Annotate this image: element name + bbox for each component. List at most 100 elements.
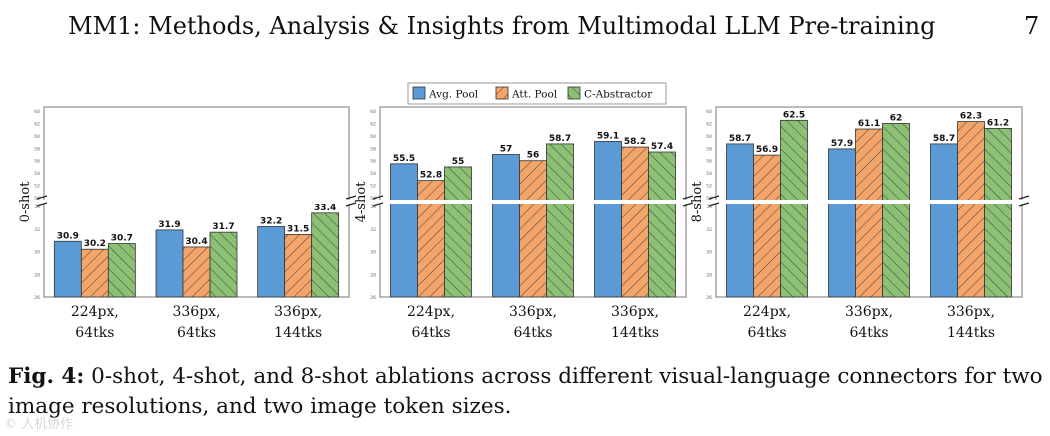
caption-label: Fig. 4:: [8, 364, 85, 389]
y-tick-label: 60: [370, 134, 376, 140]
x-tick-label: 64tks: [411, 325, 450, 341]
bar-c-abstractor: [984, 128, 1012, 298]
y-tick-label: 30: [34, 250, 40, 256]
data-label: 62.5: [783, 110, 805, 120]
x-tick-label: 144tks: [274, 325, 322, 341]
data-label: 61.1: [858, 119, 880, 129]
bar-c-abstractor: [882, 123, 910, 298]
y-tick-label: 28: [34, 272, 40, 278]
y-tick-label: 64: [370, 109, 376, 115]
y-tick-label: 52: [34, 184, 40, 190]
y-axis-label: 4-shot: [354, 181, 369, 223]
legend-label-att-pool: Att. Pool: [511, 89, 558, 101]
data-label: 33.4: [314, 203, 336, 213]
y-tick-label: 34: [34, 204, 40, 210]
bar-att-pool: [855, 128, 883, 298]
y-tick-label: 28: [706, 272, 712, 278]
x-tick-label: 336px,: [172, 304, 220, 320]
x-tick-label: 336px,: [845, 304, 893, 320]
x-tick-label: 64tks: [513, 325, 552, 341]
y-axis-label: 0-shot: [18, 181, 33, 223]
y-tick-label: 58: [370, 146, 376, 152]
data-label: 30.9: [57, 231, 79, 241]
bar-att-pool: [417, 180, 445, 298]
data-label: 56.9: [756, 145, 778, 155]
data-label: 58.7: [549, 134, 571, 144]
data-label: 56: [527, 151, 540, 161]
y-tick-label: 30: [706, 250, 712, 256]
y-tick-label: 58: [706, 146, 712, 152]
data-label: 31.7: [212, 222, 234, 232]
y-tick-label: 26: [370, 295, 376, 301]
x-tick-label: 336px,: [509, 304, 557, 320]
x-tick-label: 64tks: [747, 325, 786, 341]
x-tick-label: 224px,: [743, 304, 791, 320]
bar-att-pool: [80, 248, 109, 298]
bar-att-pool: [182, 246, 211, 298]
figure-4: Avg. Pool Att. Pool C-Abstractor 26 28 30 32 3…: [18, 82, 1030, 341]
chart-legend: Avg. Pool Att. Pool C-Abstractor: [407, 82, 667, 105]
y-tick-label: 26: [706, 295, 712, 301]
data-label: 31.9: [158, 220, 180, 230]
data-label: 58.2: [624, 137, 646, 147]
page-number: 7: [1024, 12, 1040, 40]
x-tick-label: 336px,: [611, 304, 659, 320]
y-tick-label: 56: [370, 159, 376, 165]
bar-att-pool: [621, 146, 649, 298]
data-label: 61.2: [987, 118, 1009, 128]
y-tick-label: 60: [34, 134, 40, 140]
data-label: 57.4: [651, 142, 673, 152]
bar-avg-pool: [390, 163, 418, 298]
x-tick-label: 64tks: [849, 325, 888, 341]
chart-panel-4-shot: 2628303234505254565860626455.552.855224p…: [354, 106, 694, 341]
y-tick-label: 52: [370, 184, 376, 190]
y-axis-label: 8-shot: [690, 181, 705, 223]
caption-text: 0-shot, 4-shot, and 8-shot ablations acr…: [8, 364, 1043, 419]
data-label: 55: [452, 157, 465, 167]
running-title: MM1: Methods, Analysis & Insights from M…: [68, 12, 936, 40]
bar-avg-pool: [155, 229, 184, 298]
legend-label-avg-pool: Avg. Pool: [428, 89, 479, 101]
y-tick-label: 32: [34, 227, 40, 233]
bar-avg-pool: [828, 148, 856, 298]
data-label: 32.2: [260, 216, 282, 226]
data-label: 30.7: [111, 234, 133, 244]
legend-label-c-abstractor: C-Abstractor: [584, 89, 653, 101]
data-label: 31.5: [287, 224, 309, 234]
y-tick-label: 54: [34, 171, 40, 177]
bar-avg-pool: [257, 226, 286, 298]
bar-att-pool: [284, 234, 313, 298]
y-tick-label: 60: [706, 134, 712, 140]
y-tick-label: 64: [706, 109, 712, 115]
y-tick-label: 52: [706, 184, 712, 190]
data-label: 62: [890, 113, 903, 123]
chart-panel-0-shot: 2628303234505254565860626430.930.230.722…: [18, 106, 357, 341]
bar-att-pool: [519, 160, 547, 298]
y-tick-label: 64: [34, 109, 40, 115]
figure-caption: Fig. 4: 0-shot, 4-shot, and 8-shot ablat…: [8, 362, 1048, 422]
y-tick-label: 54: [370, 171, 376, 177]
data-label: 58.7: [933, 134, 955, 144]
y-tick-label: 34: [370, 204, 376, 210]
y-tick-label: 32: [706, 227, 712, 233]
y-tick-label: 30: [370, 250, 376, 256]
x-tick-label: 336px,: [947, 304, 995, 320]
bar-c-abstractor: [209, 231, 238, 298]
x-tick-label: 144tks: [947, 325, 995, 341]
x-tick-label: 224px,: [71, 304, 119, 320]
data-label: 59.1: [597, 131, 619, 141]
data-label: 62.3: [960, 112, 982, 122]
bar-avg-pool: [726, 143, 754, 298]
y-tick-label: 26: [34, 295, 40, 301]
data-label: 30.4: [185, 237, 207, 247]
x-tick-label: 64tks: [177, 325, 216, 341]
bar-att-pool: [753, 154, 781, 298]
data-label: 30.2: [84, 239, 106, 249]
y-tick-label: 34: [706, 204, 712, 210]
legend-swatch-c-abstractor: [567, 86, 581, 100]
data-label: 57.9: [831, 139, 853, 149]
bar-avg-pool: [594, 141, 622, 298]
data-label: 58.7: [729, 134, 751, 144]
y-tick-label: 54: [706, 171, 712, 177]
y-tick-label: 62: [706, 121, 712, 127]
